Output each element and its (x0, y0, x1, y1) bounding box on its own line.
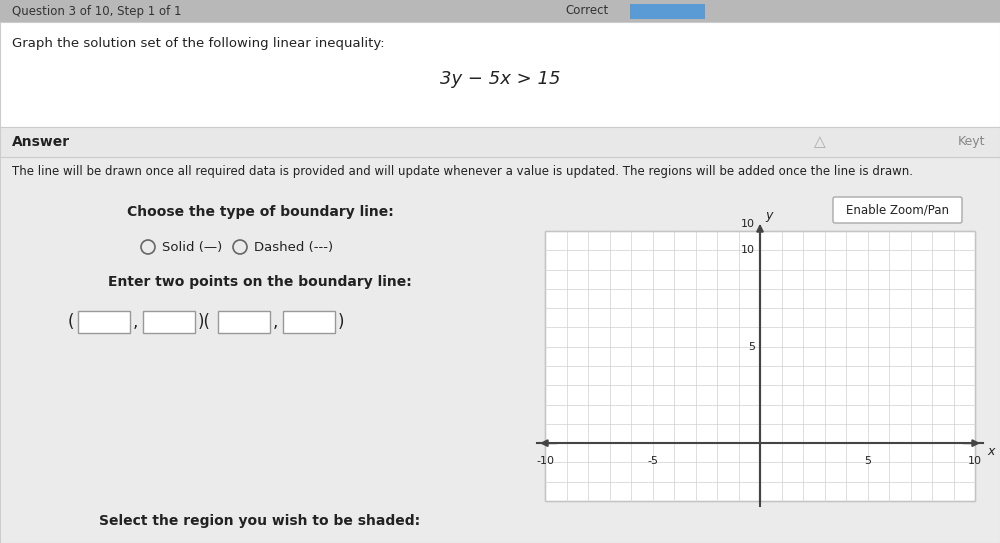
Text: y: y (765, 209, 772, 222)
Text: ,: , (273, 313, 278, 331)
Text: -5: -5 (647, 456, 658, 466)
Text: Graph the solution set of the following linear inequality:: Graph the solution set of the following … (12, 37, 385, 50)
Text: (: ( (68, 313, 74, 331)
FancyBboxPatch shape (78, 311, 130, 333)
FancyBboxPatch shape (545, 231, 975, 501)
FancyBboxPatch shape (0, 0, 1000, 22)
Text: Answer: Answer (12, 135, 70, 149)
FancyBboxPatch shape (143, 311, 195, 333)
FancyBboxPatch shape (283, 311, 335, 333)
Text: ): ) (338, 313, 344, 331)
Text: 10: 10 (968, 456, 982, 466)
Text: )(: )( (198, 313, 211, 331)
Text: 5: 5 (748, 342, 755, 352)
Text: △: △ (814, 135, 826, 149)
Text: 3y − 5x > 15: 3y − 5x > 15 (440, 71, 560, 89)
Text: x: x (987, 445, 994, 458)
Text: Enter two points on the boundary line:: Enter two points on the boundary line: (108, 275, 412, 289)
FancyBboxPatch shape (218, 311, 270, 333)
Text: Select the region you wish to be shaded:: Select the region you wish to be shaded: (99, 514, 421, 528)
FancyBboxPatch shape (0, 157, 1000, 543)
Text: Solid (—): Solid (—) (162, 241, 222, 254)
FancyBboxPatch shape (630, 4, 705, 19)
Text: Question 3 of 10, Step 1 of 1: Question 3 of 10, Step 1 of 1 (12, 4, 182, 17)
Text: 10: 10 (741, 245, 755, 255)
Text: The line will be drawn once all required data is provided and will update whenev: The line will be drawn once all required… (12, 165, 913, 178)
FancyBboxPatch shape (0, 127, 1000, 157)
Text: 5: 5 (864, 456, 871, 466)
FancyBboxPatch shape (0, 22, 1000, 127)
Text: Dashed (---): Dashed (---) (254, 241, 333, 254)
Text: -10: -10 (536, 456, 554, 466)
Text: Keyt: Keyt (958, 136, 985, 148)
Text: 10: 10 (741, 219, 755, 229)
Text: Correct: Correct (565, 4, 608, 17)
Text: Choose the type of boundary line:: Choose the type of boundary line: (127, 205, 393, 219)
FancyBboxPatch shape (833, 197, 962, 223)
Text: ,: , (133, 313, 138, 331)
Text: Enable Zoom/Pan: Enable Zoom/Pan (846, 204, 950, 217)
